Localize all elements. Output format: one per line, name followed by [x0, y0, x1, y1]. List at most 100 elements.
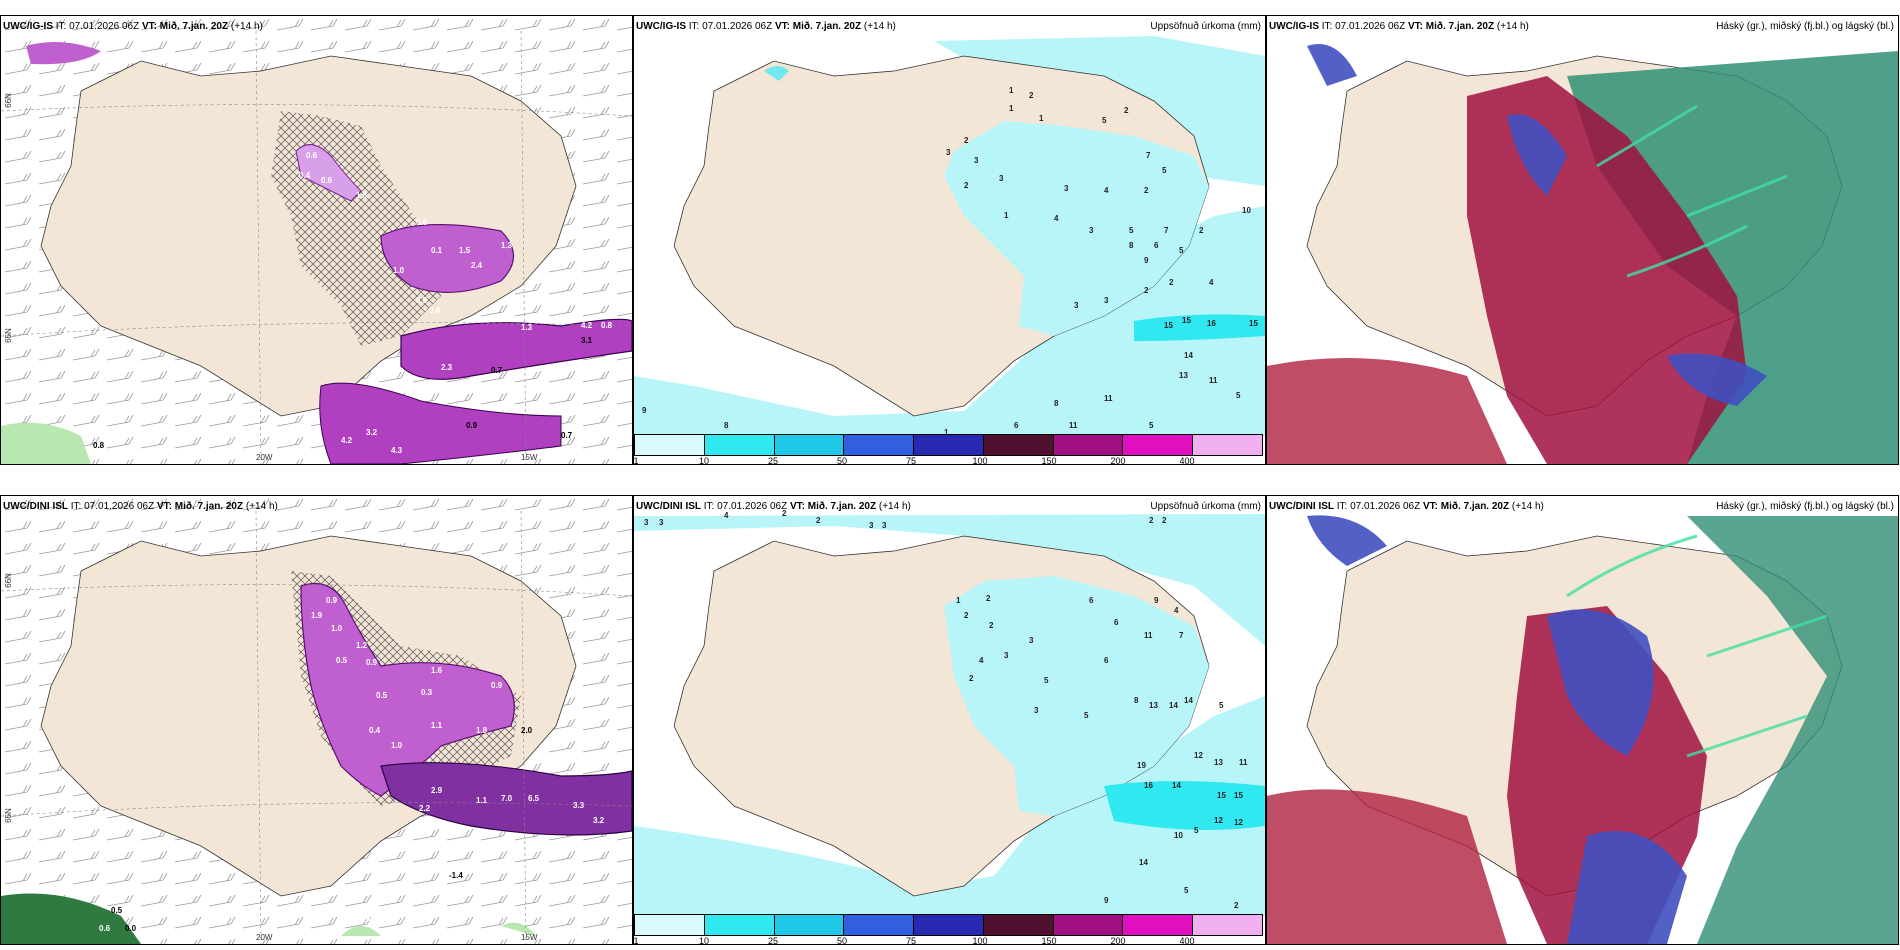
- value-label: 1.0: [391, 741, 403, 750]
- cyan-patch-north: [764, 66, 789, 81]
- value-label: 0.9: [366, 658, 378, 667]
- map-canvas: [1267, 496, 1898, 944]
- value-label: 5: [1162, 166, 1167, 175]
- value-label: 12: [1214, 816, 1223, 825]
- colorbar-tick: 100: [972, 456, 988, 465]
- cloud-mid-southwest: [1267, 358, 1507, 464]
- map-canvas: [634, 16, 1265, 464]
- lon-label: 15W: [521, 453, 538, 462]
- value-label: 1.6: [356, 191, 368, 200]
- colorbar-tick: 50: [836, 936, 848, 945]
- colorbar-tick: 75: [905, 936, 917, 945]
- cloud-low-northwest: [1307, 515, 1387, 566]
- value-label: 1: [1009, 104, 1014, 113]
- cloud-green-edges: [1596, 104, 1788, 278]
- precip-light-green: [1, 422, 91, 464]
- colorbar-tick: 100: [972, 936, 988, 945]
- value-label: 1.1: [431, 721, 443, 730]
- cloud-green-edges: [1566, 534, 1828, 758]
- value-label: 6.5: [528, 794, 540, 803]
- value-label: 6: [1114, 618, 1119, 627]
- colorbar-tick: 10: [698, 936, 710, 945]
- value-label: 5: [1102, 116, 1107, 125]
- value-label: 3: [1004, 651, 1009, 660]
- value-label: 2: [989, 621, 994, 630]
- panel-title: Háský (gr.), miðský (fj.bl.) og lágský (…: [1716, 21, 1894, 32]
- map-canvas: [1, 496, 632, 944]
- value-label: 2: [1144, 186, 1149, 195]
- value-label: 10: [1242, 206, 1251, 215]
- value-label: 2: [1199, 226, 1204, 235]
- value-label: 2.0: [521, 726, 533, 735]
- value-label: 0.6: [99, 924, 111, 933]
- value-label: 1.3: [521, 323, 533, 332]
- panel-header: UWC/IG-IS IT: 07.01.2026 06Z VT: Mið. 7.…: [1269, 21, 1529, 32]
- value-label: 4.2: [341, 436, 353, 445]
- value-label: 0.4: [429, 306, 441, 315]
- value-label: 1.1: [476, 796, 488, 805]
- value-label: 8: [724, 421, 729, 430]
- value-label: 2: [964, 181, 969, 190]
- value-label: 0.6: [416, 218, 428, 227]
- value-label: 13: [1214, 758, 1223, 767]
- value-label: 0.4: [546, 391, 558, 400]
- value-label: 13: [1179, 371, 1188, 380]
- value-label: 0.9: [491, 681, 503, 690]
- value-label: 1.9: [311, 611, 323, 620]
- value-label: 4: [1104, 186, 1109, 195]
- value-label: 0.6: [306, 151, 318, 160]
- value-label: 9: [1104, 896, 1109, 905]
- cyan-light-area: [634, 514, 1265, 921]
- value-label: 14: [1172, 781, 1181, 790]
- value-label: 2.4: [471, 261, 483, 270]
- cloud-high-east: [1567, 51, 1898, 464]
- value-label: 13: [1149, 701, 1158, 710]
- value-label: 0.9: [326, 596, 338, 605]
- value-label: 3.0: [429, 820, 441, 829]
- value-label: 1: [956, 596, 961, 605]
- cloud-mid-southwest: [1267, 789, 1507, 944]
- value-label: 3: [1034, 706, 1039, 715]
- map-canvas: [634, 496, 1265, 944]
- colorbar-tick: 1: [633, 456, 639, 465]
- colorbar-tick: 200: [1110, 456, 1126, 465]
- value-label: 5: [1084, 711, 1089, 720]
- value-label: 15: [1164, 321, 1173, 330]
- value-label: 2: [1124, 106, 1129, 115]
- precip-southeast-spots: [341, 922, 536, 936]
- value-label: -1.4: [449, 871, 463, 880]
- value-label: 14: [1184, 696, 1193, 705]
- value-label: 5: [1184, 886, 1189, 895]
- lat-label: 65N: [3, 328, 13, 343]
- panel-top-left-precip-wind: UWC/IG-IS IT: 07.01.2026 06Z VT: Mið. 7.…: [0, 15, 633, 465]
- lon-label: 20W: [256, 933, 273, 942]
- value-label: 3.2: [593, 816, 605, 825]
- colorbar: [634, 434, 1263, 456]
- value-label: 3: [1104, 296, 1109, 305]
- value-label: 11: [1239, 758, 1248, 767]
- colorbar-tick: 1: [633, 936, 639, 945]
- value-label: 2: [782, 509, 787, 518]
- value-label: 7: [1146, 151, 1151, 160]
- value-label: 0.9: [571, 401, 583, 410]
- panel-title: Háský (gr.), miðský (fj.bl.) og lágský (…: [1716, 501, 1894, 512]
- value-label: 3: [1064, 184, 1069, 193]
- value-label: 15: [1182, 316, 1191, 325]
- value-label: 12: [1194, 751, 1203, 760]
- precip-band-south: [400, 318, 632, 380]
- value-label: 6: [1089, 596, 1094, 605]
- value-label: 1: [1004, 211, 1009, 220]
- colorbar-tick: 200: [1110, 936, 1126, 945]
- lat-label: 66N: [3, 93, 13, 108]
- colorbar-tick: 150: [1041, 936, 1057, 945]
- precip-area-central: [380, 223, 515, 293]
- value-label: 3.2: [366, 428, 378, 437]
- cyan-band-south: [1134, 314, 1265, 341]
- value-label: 0.5: [376, 691, 388, 700]
- value-label: 14: [1139, 858, 1148, 867]
- value-label: 11: [1104, 394, 1113, 403]
- value-label: 5: [1149, 421, 1154, 430]
- value-label: 8: [1129, 241, 1134, 250]
- lon-label: 20W: [256, 453, 273, 462]
- colorbar-ticks: 1 10 25 50 75 100 150 200 400: [633, 936, 1261, 945]
